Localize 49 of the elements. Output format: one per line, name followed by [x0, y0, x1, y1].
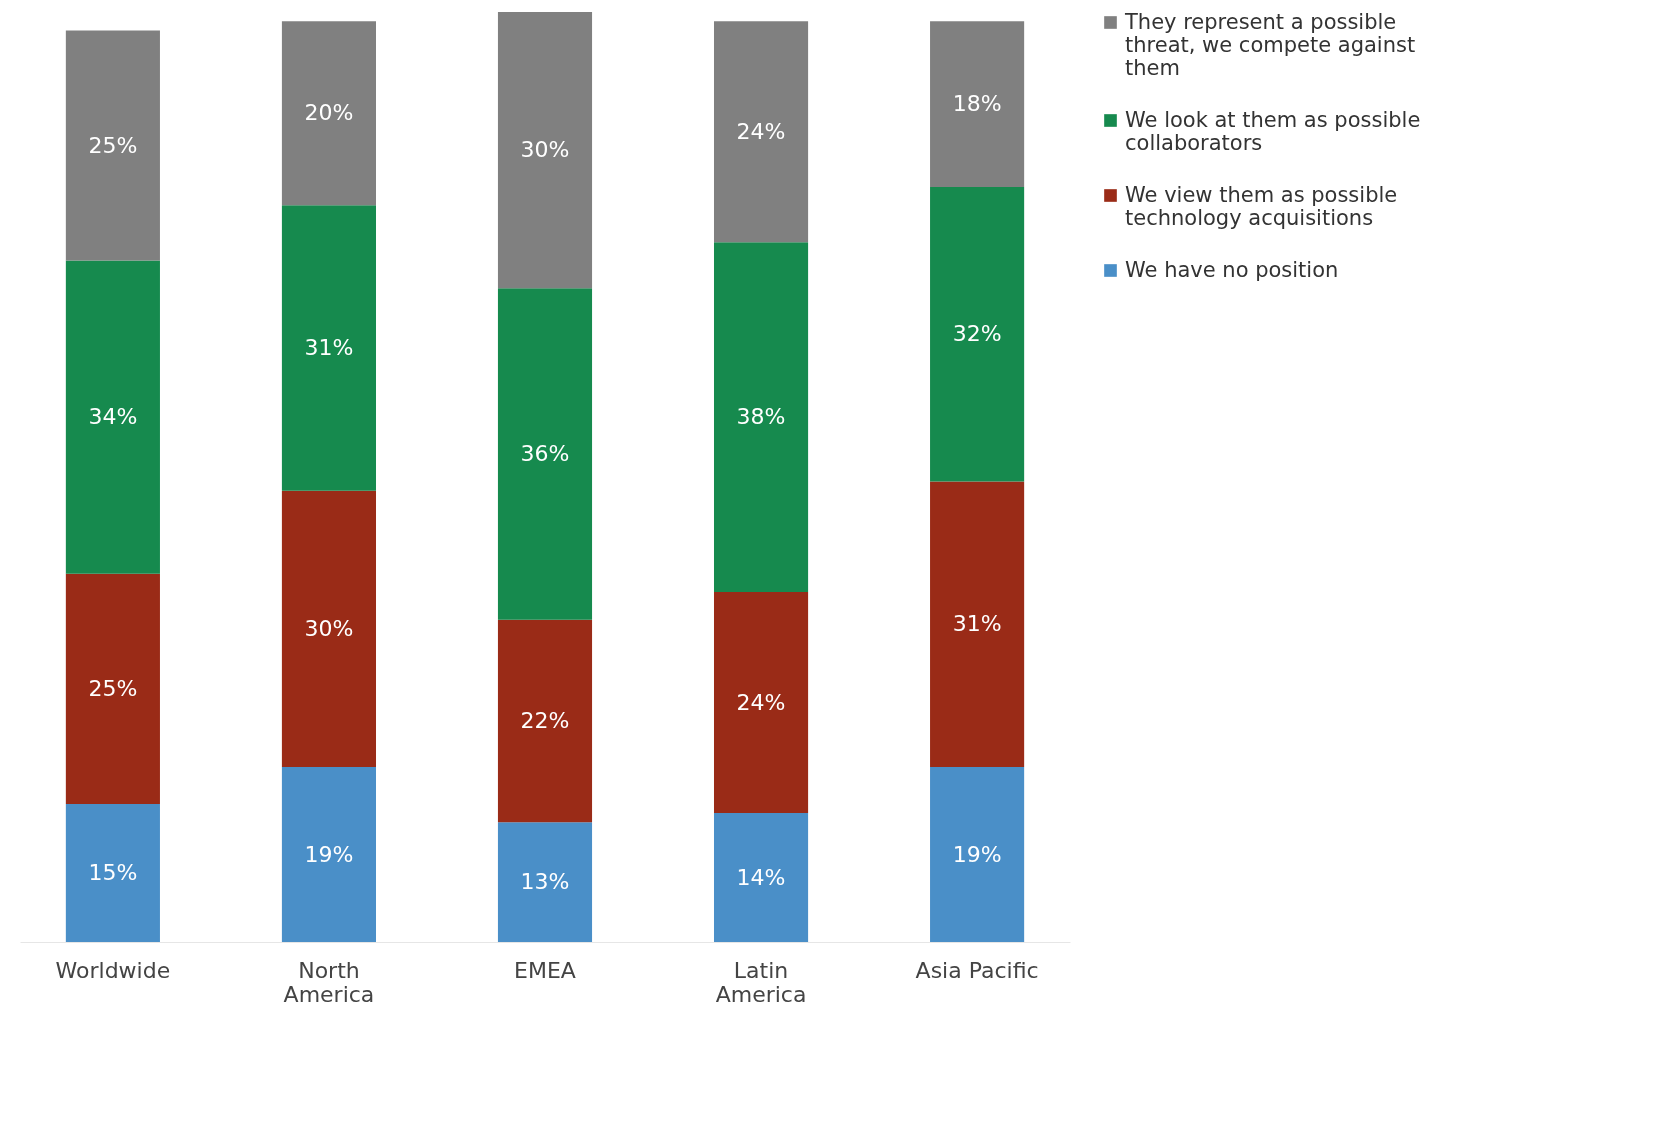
x-tick-label: North America: [283, 957, 375, 1007]
bar: [281, 21, 377, 206]
bar: [281, 767, 377, 942]
data-label: 32%: [952, 321, 1002, 347]
data-label: 25%: [88, 132, 138, 158]
data-label: 31%: [304, 335, 354, 361]
bar: [930, 481, 1025, 768]
bar: [713, 592, 809, 814]
legend-label: We look at them as possible collaborators: [1125, 107, 1421, 155]
legend-label: We have no position: [1125, 257, 1339, 282]
data-label: 15%: [88, 859, 138, 885]
data-label: 14%: [736, 864, 786, 890]
bar: [713, 21, 809, 243]
data-label: 36%: [520, 440, 570, 466]
bar: [65, 30, 160, 261]
data-label: 34%: [88, 404, 138, 430]
bar: [497, 822, 593, 942]
legend-label: They represent a possible threat, we compete against them: [1124, 9, 1416, 80]
data-label: 24%: [736, 689, 786, 715]
bar: [497, 619, 593, 823]
bar: [281, 205, 377, 491]
bar: [65, 573, 160, 804]
data-label: 20%: [304, 100, 354, 126]
legend-label: We view them as possible technology acquisitions: [1125, 182, 1398, 230]
bar: [930, 186, 1025, 482]
data-label: 38%: [736, 404, 786, 430]
bar: [930, 21, 1025, 187]
data-label: 18%: [952, 91, 1002, 117]
bar: [65, 803, 160, 942]
data-label: 19%: [952, 841, 1002, 867]
x-tick-label: Asia Pacific: [915, 957, 1039, 983]
x-tick-label: EMEA: [514, 957, 576, 983]
bar: [713, 813, 809, 942]
data-label: 30%: [304, 615, 354, 641]
data-label: 25%: [88, 675, 138, 701]
bar: [497, 288, 593, 620]
data-label: 31%: [952, 611, 1002, 637]
bar: [281, 490, 377, 768]
bar: [930, 767, 1025, 942]
data-label: 22%: [520, 708, 570, 734]
bar: [713, 242, 809, 593]
x-tick-label: Worldwide: [55, 957, 171, 983]
data-label: 13%: [520, 869, 570, 895]
data-label: 19%: [304, 841, 354, 867]
x-tick-label: Latin America: [715, 957, 807, 1007]
bar: [65, 260, 160, 574]
bar: [497, 12, 593, 289]
data-label: 30%: [520, 137, 570, 163]
data-label: 24%: [736, 118, 786, 144]
